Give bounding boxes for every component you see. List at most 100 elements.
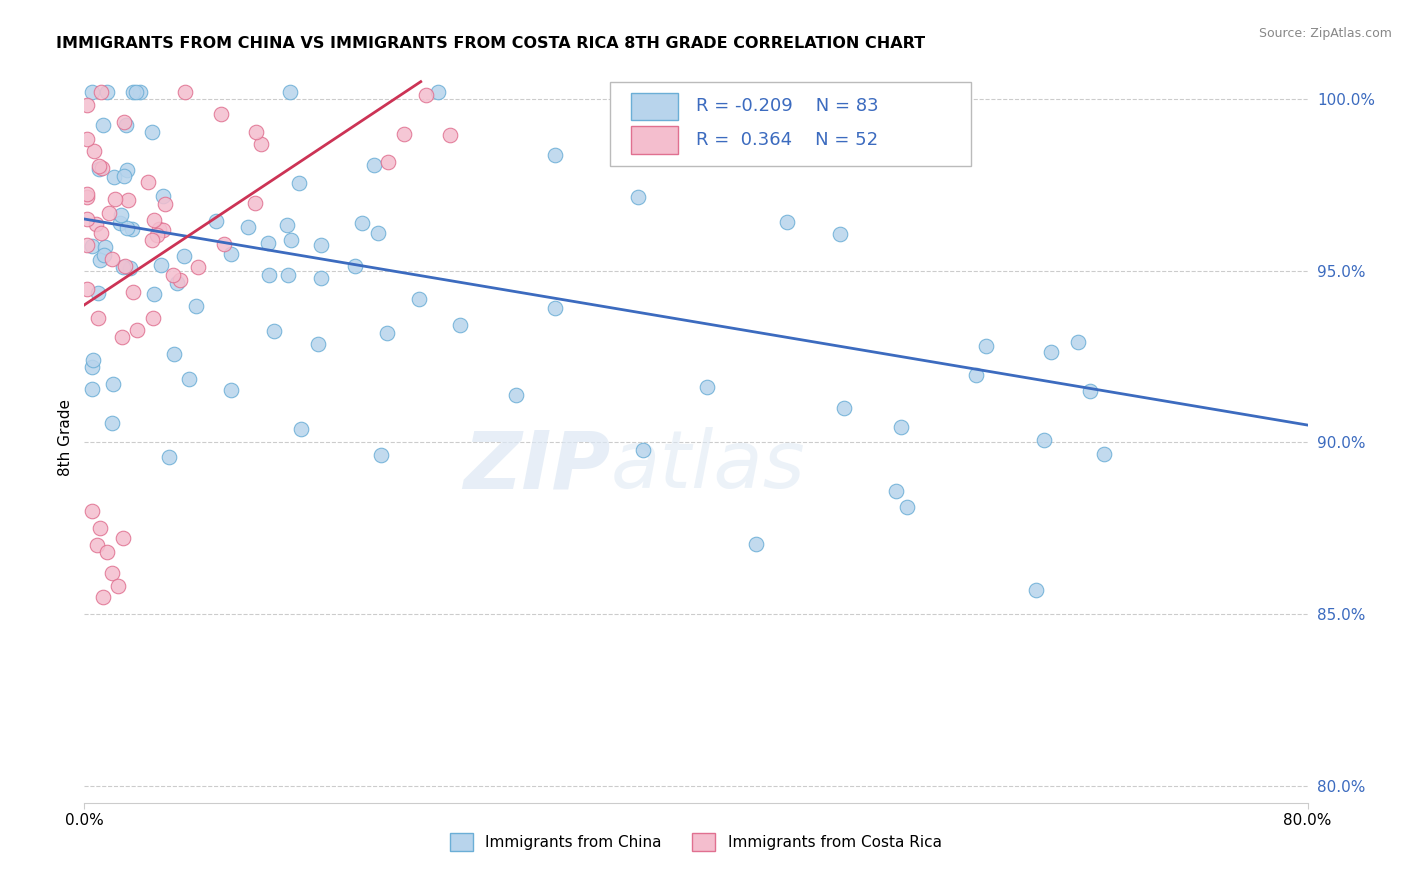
Point <box>107 579 129 593</box>
Point <box>112 115 135 129</box>
Point <box>125 85 148 99</box>
Point <box>449 318 471 333</box>
Point <box>142 311 165 326</box>
Point <box>90 226 112 240</box>
Point <box>350 216 373 230</box>
Point <box>138 175 160 189</box>
Bar <box>631 93 678 120</box>
Point <box>96 85 118 99</box>
Point <box>505 388 527 402</box>
Point <box>1040 345 1063 359</box>
Point <box>103 169 125 184</box>
Point <box>111 532 134 546</box>
Point <box>245 196 267 211</box>
Point <box>80 85 103 99</box>
Point <box>76 238 98 252</box>
Point <box>832 401 855 415</box>
Point <box>309 237 332 252</box>
Point <box>82 353 104 368</box>
Point <box>1092 447 1115 461</box>
Point <box>91 590 114 604</box>
Text: Source: ZipAtlas.com: Source: ZipAtlas.com <box>1258 27 1392 40</box>
Point <box>830 227 852 242</box>
Point <box>110 208 132 222</box>
Legend: Immigrants from China, Immigrants from Costa Rica: Immigrants from China, Immigrants from C… <box>444 827 948 857</box>
Point <box>157 450 180 464</box>
Y-axis label: 8th Grade: 8th Grade <box>58 399 73 475</box>
Point <box>104 192 127 206</box>
Point <box>150 258 173 272</box>
Point <box>392 127 415 141</box>
Point <box>101 417 124 431</box>
Point <box>896 500 918 514</box>
Point <box>256 235 278 250</box>
Point <box>276 218 298 232</box>
Point <box>93 248 115 262</box>
Point <box>101 566 124 580</box>
Point <box>427 85 450 99</box>
Point <box>166 277 188 291</box>
Point <box>142 286 165 301</box>
Point <box>146 227 169 242</box>
Point <box>100 252 122 266</box>
Point <box>115 221 138 235</box>
Point <box>250 137 273 152</box>
Point <box>122 85 145 99</box>
Point <box>83 145 105 159</box>
FancyBboxPatch shape <box>610 82 972 167</box>
Point <box>89 521 111 535</box>
Bar <box>631 127 678 154</box>
Text: ZIP: ZIP <box>463 427 610 506</box>
Point <box>152 189 174 203</box>
Point <box>90 85 112 99</box>
Point <box>87 161 110 176</box>
Point <box>76 211 98 226</box>
Point <box>544 301 567 315</box>
Point <box>108 216 131 230</box>
Point <box>277 268 299 282</box>
Point <box>221 383 243 397</box>
Point <box>307 337 329 351</box>
Point <box>129 85 152 99</box>
Point <box>219 247 242 261</box>
Point <box>236 220 259 235</box>
Point <box>965 368 987 382</box>
Point <box>84 217 107 231</box>
Point <box>76 132 98 146</box>
Point <box>415 88 437 103</box>
Point <box>696 380 718 394</box>
Point <box>80 239 103 253</box>
Point <box>288 177 311 191</box>
Text: atlas: atlas <box>610 427 806 506</box>
Point <box>163 346 186 360</box>
Point <box>1025 583 1047 598</box>
Point <box>96 545 118 559</box>
Point <box>125 323 148 337</box>
Point <box>86 538 108 552</box>
Point <box>290 422 312 436</box>
Point <box>148 222 170 236</box>
Text: R = -0.209    N = 83: R = -0.209 N = 83 <box>696 97 879 115</box>
Point <box>162 268 184 282</box>
Point <box>76 98 98 112</box>
Point <box>94 240 117 254</box>
Point <box>212 236 235 251</box>
Point <box>974 339 997 353</box>
Point <box>141 125 163 139</box>
Point <box>115 163 138 178</box>
Point <box>890 419 912 434</box>
Point <box>408 292 430 306</box>
Point <box>884 483 907 498</box>
Point <box>343 259 366 273</box>
Point <box>118 260 141 275</box>
Point <box>377 326 399 341</box>
Point <box>280 233 302 247</box>
Point <box>111 329 134 343</box>
Point <box>153 196 176 211</box>
Point <box>141 233 163 247</box>
Point <box>114 259 136 273</box>
Text: R =  0.364    N = 52: R = 0.364 N = 52 <box>696 131 879 149</box>
Point <box>173 250 195 264</box>
Point <box>1033 433 1056 447</box>
Point <box>1078 384 1101 398</box>
